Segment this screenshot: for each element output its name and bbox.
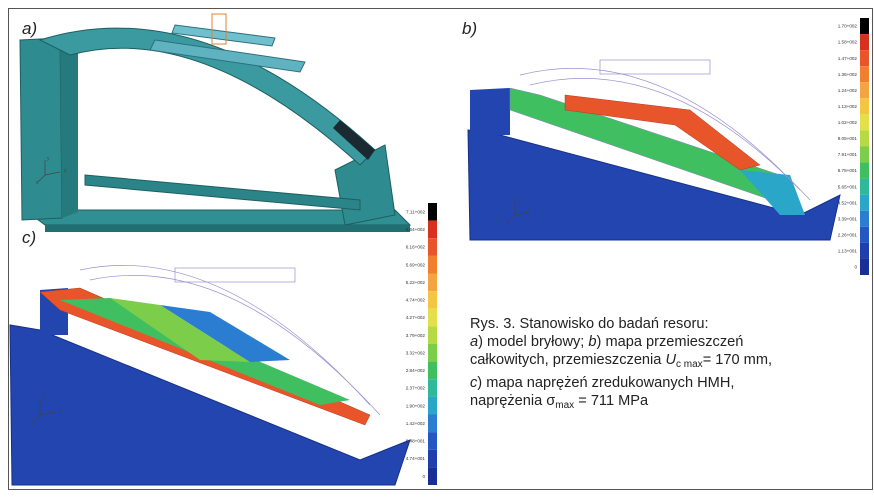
colorbar-segment	[860, 82, 869, 98]
colorbar-label: 4.27+002	[406, 315, 426, 320]
caption-text: ) mapa naprężeń zredukowanych HMH,	[477, 375, 734, 391]
colorbar-label: 5.22+002	[406, 280, 426, 285]
caption-text: całkowitych, przemieszczenia	[470, 352, 665, 368]
colorbar-label: 1.70+002	[838, 24, 858, 29]
colorbar-label: 4.74+002	[406, 298, 426, 303]
subscript: max	[555, 400, 574, 411]
colorbar-segment	[428, 291, 437, 309]
colorbar-label: 4.52+001	[838, 200, 858, 205]
panel-b-map	[468, 60, 840, 240]
panel-a-model	[20, 14, 410, 232]
colorbar-segment	[428, 450, 437, 468]
colorbar-segment	[860, 114, 869, 130]
colorbar-label: 6.64+002	[406, 227, 426, 232]
colorbar-segment	[428, 309, 437, 327]
colorbar-segment	[860, 147, 869, 163]
figure: a) b) c) yzxyzxyzx1.70+0021.58+0021.47+0…	[0, 0, 874, 497]
panel-c-map	[10, 265, 410, 485]
colorbar-label: 0	[422, 474, 425, 479]
caption-text: = 170 mm,	[703, 352, 772, 368]
colorbar-segment	[860, 130, 869, 146]
colorbar-segment	[428, 362, 437, 380]
caption-title: Rys. 3. Stanowisko do badań resoru:	[470, 316, 709, 332]
colorbar-segment	[428, 274, 437, 292]
figure-art: a) b) c) yzxyzxyzx1.70+0021.58+0021.47+0…	[0, 0, 874, 497]
colorbar-label: 1.02+002	[838, 120, 858, 125]
colorbar-label: 1.13+001	[838, 249, 858, 254]
colorbar-segment	[860, 227, 869, 243]
colorbar-segment	[860, 163, 869, 179]
colorbar-label: 3.79+002	[406, 333, 426, 338]
symbol: U	[665, 352, 676, 368]
colorbar-segment	[860, 243, 869, 259]
colorbar-label: 1.58+002	[838, 40, 858, 45]
colorbar-label: 2.26+001	[838, 232, 858, 237]
colorbar-segment	[428, 397, 437, 415]
colorbar-label: 9.48+001	[406, 439, 426, 444]
caption-text: ) mapa przemieszczeń	[597, 334, 744, 350]
colorbar-label: 1.42+002	[406, 421, 426, 426]
colorbar-label: 7.91+001	[838, 152, 858, 157]
colorbar-segment	[860, 98, 869, 114]
colorbar-segment	[428, 467, 437, 485]
caption-text: naprężenia σ	[470, 393, 555, 409]
colorbar-label: 3.32+002	[406, 350, 426, 355]
colorbar-label: 9.05+001	[838, 136, 858, 141]
subscript: c max	[676, 359, 703, 370]
colorbar-segment	[860, 259, 869, 275]
colorbar-label: 1.24+002	[838, 88, 858, 93]
colorbar-label: 6.16+002	[406, 245, 426, 250]
colorbar-label: 1.90+002	[406, 403, 426, 408]
panel-label: b)	[462, 19, 477, 38]
colorbar-label: 5.65+001	[838, 184, 858, 189]
colorbar-segment	[428, 221, 437, 239]
colorbar-segment	[428, 238, 437, 256]
colorbar-segment	[860, 211, 869, 227]
colorbar-segment	[860, 18, 869, 34]
colorbar-label: 2.37+002	[406, 386, 426, 391]
colorbar-segment	[860, 195, 869, 211]
caption-label: a	[470, 334, 478, 350]
colorbar-segment	[860, 66, 869, 82]
colorbar-label: 1.47+002	[838, 56, 858, 61]
colorbar-segment	[860, 179, 869, 195]
colorbar-label: 4.74+001	[406, 456, 426, 461]
colorbar-label: 5.69+002	[406, 262, 426, 267]
caption: Rys. 3. Stanowisko do badań resoru: a) m…	[470, 315, 874, 415]
caption-text: = 711 MPa	[574, 393, 648, 409]
colorbar-segment	[428, 256, 437, 274]
colorbar-segment	[860, 50, 869, 66]
colorbar-label: 1.13+002	[838, 104, 858, 109]
caption-text: ) model bryłowy;	[478, 334, 588, 350]
colorbar-label: 6.78+001	[838, 168, 858, 173]
colorbar-segment	[428, 203, 437, 221]
colorbar-segment	[428, 344, 437, 362]
caption-label: b	[588, 334, 596, 350]
colorbar-label: 2.84+002	[406, 368, 426, 373]
colorbar-segment	[860, 34, 869, 50]
colorbar-label: 0	[854, 265, 857, 270]
colorbar-label: 3.39+001	[838, 216, 858, 221]
colorbar-label: 7.11+002	[406, 209, 425, 214]
colorbar-segment	[428, 432, 437, 450]
colorbar-segment	[428, 326, 437, 344]
colorbar-label: 1.36+002	[838, 72, 858, 77]
colorbar-segment	[428, 415, 437, 433]
panel-label: c)	[22, 228, 36, 247]
colorbar-segment	[428, 379, 437, 397]
panel-label: a)	[22, 19, 37, 38]
